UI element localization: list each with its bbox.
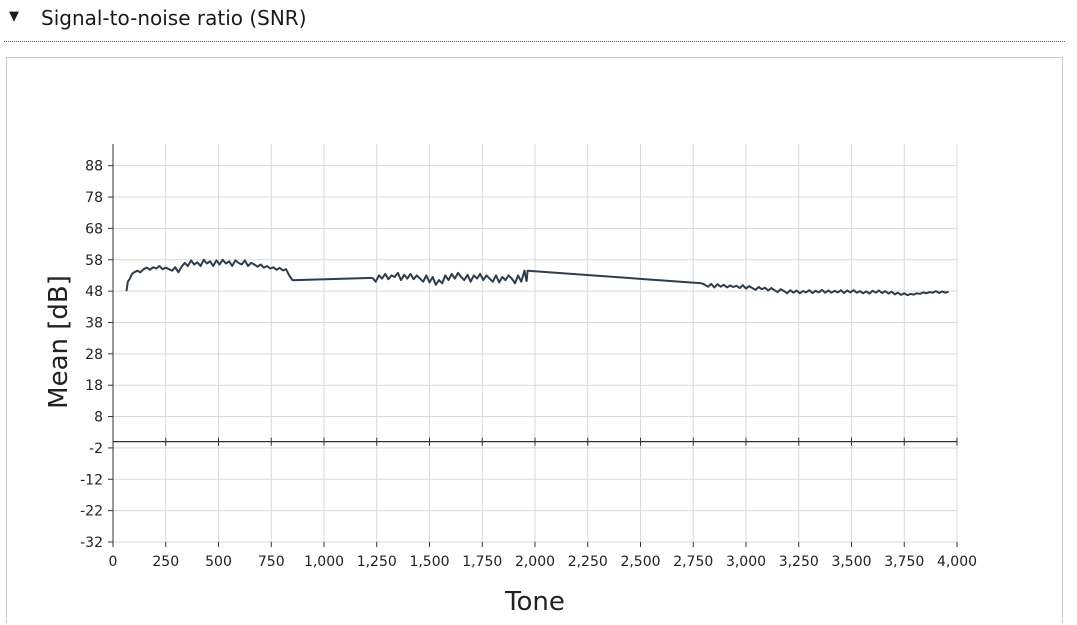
- x-tick-label: 500: [205, 554, 232, 570]
- x-axis-title: Tone: [504, 587, 565, 617]
- x-tick-label: 4,000: [937, 554, 977, 570]
- x-tick-label: 0: [109, 554, 118, 570]
- snr-series-line: [371, 269, 528, 286]
- x-tick-label: 2,000: [515, 554, 555, 570]
- y-tick-label: 8: [94, 410, 103, 426]
- y-tick-label: 38: [85, 315, 103, 331]
- x-tick-label: 3,250: [779, 554, 819, 570]
- x-tick-label: 1,500: [409, 554, 449, 570]
- snr-series-line: [125, 258, 296, 292]
- x-tick-label: 1,000: [304, 554, 344, 570]
- section-divider: [4, 41, 1065, 42]
- x-tick-label: 2,250: [568, 554, 608, 570]
- y-tick-label: 58: [85, 253, 103, 269]
- x-tick-label: 3,000: [726, 554, 766, 570]
- x-tick-label: 2,500: [620, 554, 660, 570]
- y-tick-label: 48: [85, 284, 103, 300]
- y-axis-title: Mean [dB]: [44, 275, 74, 409]
- y-tick-label: -2: [89, 441, 103, 457]
- axes: [108, 144, 958, 547]
- tick-labels: 0 250 500 750 1,000 1,250 1,500 1,750 2,000 2,250…: [80, 159, 977, 570]
- snr-series-line: [295, 276, 373, 282]
- grid: [113, 144, 958, 543]
- snr-series-line: [525, 269, 702, 285]
- section-title: Signal-to-noise ratio (SNR): [41, 6, 307, 30]
- y-tick-label: 28: [85, 347, 103, 363]
- x-tick-label: 1,250: [357, 554, 397, 570]
- x-tick-label: 2,750: [673, 554, 713, 570]
- y-tick-label: 88: [85, 159, 103, 175]
- caret-down-icon[interactable]: ▼: [9, 9, 19, 24]
- y-tick-label: 78: [85, 190, 103, 206]
- y-tick-label: -22: [80, 504, 103, 520]
- section-header: ▼ Signal-to-noise ratio (SNR): [0, 0, 1077, 38]
- x-tick-label: 1,750: [462, 554, 502, 570]
- snr-series-line: [701, 282, 949, 297]
- y-tick-label: 18: [85, 378, 103, 394]
- x-tick-label: 3,750: [884, 554, 924, 570]
- x-tick-label: 250: [152, 554, 179, 570]
- y-tick-label: -32: [80, 535, 103, 551]
- series: [125, 258, 949, 297]
- x-tick-label: 750: [258, 554, 285, 570]
- x-tick-label: 3,500: [831, 554, 871, 570]
- y-tick-label: 68: [85, 221, 103, 237]
- y-tick-label: -12: [80, 472, 103, 488]
